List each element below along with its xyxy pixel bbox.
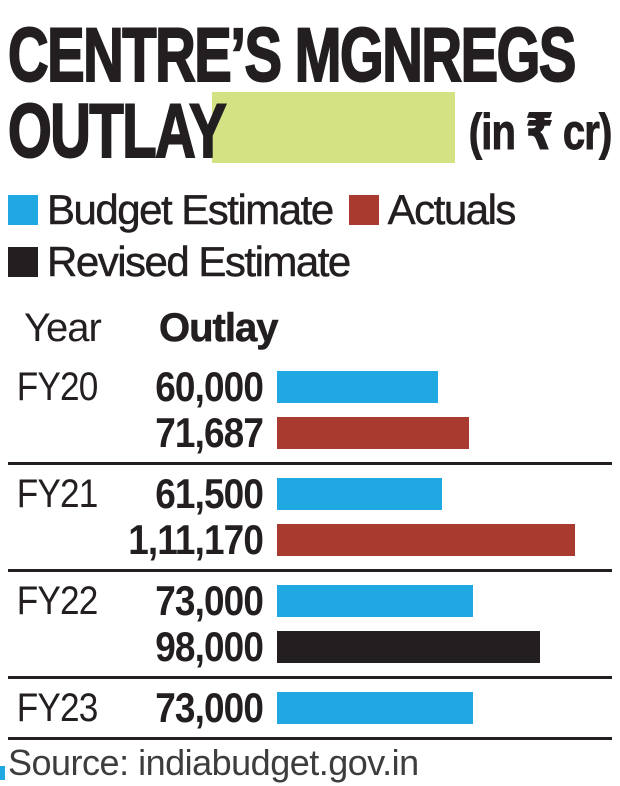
- chart-row: FY23 73,000: [8, 684, 612, 731]
- chart-row: FY22 73,000: [8, 577, 612, 624]
- year-group: FY21 61,500 1,11,170: [8, 465, 612, 572]
- legend-label-revised: Revised Estimate: [47, 238, 352, 285]
- outlay-value: 71,687: [155, 409, 264, 456]
- source-credit: Source: indiabudget.gov.in: [8, 742, 419, 783]
- page-title-line-1: CENTRE’S MGNREGS: [7, 13, 577, 98]
- chart-row: 1,11,170: [8, 516, 612, 563]
- legend-label-actuals: Actuals: [387, 186, 516, 233]
- year-group: FY23 73,000: [8, 679, 612, 740]
- bar-budget: [277, 585, 473, 617]
- legend: Budget Estimate Actuals Revised Estimate: [8, 184, 612, 288]
- scan-artifact: [0, 766, 5, 780]
- bar-budget: [277, 371, 438, 403]
- chart-row: 71,687: [8, 409, 612, 456]
- page-title-line-2: OUTLAY: [7, 89, 227, 174]
- title-highlight-box: [212, 92, 455, 163]
- legend-swatch-budget: [8, 195, 38, 225]
- legend-swatch-revised: [8, 247, 38, 277]
- bar-revised: [277, 631, 540, 663]
- column-header-year: Year: [24, 306, 102, 350]
- year-label: FY22: [16, 578, 98, 623]
- outlay-value: 73,000: [155, 684, 264, 731]
- chart-row: 98,000: [8, 623, 612, 670]
- bar-actuals: [277, 417, 469, 449]
- year-label: FY20: [16, 364, 98, 409]
- outlay-value: 61,500: [155, 470, 264, 517]
- chart-rows: FY20 60,000 71,687 FY21 61,500 1,11,170 FY22 73…: [8, 358, 612, 740]
- outlay-value: 60,000: [155, 363, 264, 410]
- outlay-value: 1,11,170: [128, 516, 264, 563]
- column-header-outlay: Outlay: [159, 306, 279, 351]
- chart-row: FY20 60,000: [8, 363, 612, 410]
- chart-row: FY21 61,500: [8, 470, 612, 517]
- year-group: FY20 60,000 71,687: [8, 358, 612, 465]
- year-label: FY21: [16, 471, 98, 516]
- unit-label: (in ₹ cr): [469, 104, 613, 161]
- outlay-value: 73,000: [155, 577, 264, 624]
- legend-row: Revised Estimate: [8, 236, 612, 288]
- bar-actuals: [277, 524, 575, 556]
- year-label: FY23: [16, 685, 98, 730]
- legend-swatch-actuals: [348, 195, 379, 225]
- table-header: Year Outlay: [8, 306, 279, 351]
- bar-budget: [277, 478, 442, 510]
- year-group: FY22 73,000 98,000: [8, 572, 612, 679]
- outlay-value: 98,000: [155, 623, 264, 670]
- legend-row: Budget Estimate Actuals: [8, 184, 612, 236]
- legend-label-budget: Budget Estimate: [47, 186, 335, 233]
- bar-budget: [277, 692, 473, 724]
